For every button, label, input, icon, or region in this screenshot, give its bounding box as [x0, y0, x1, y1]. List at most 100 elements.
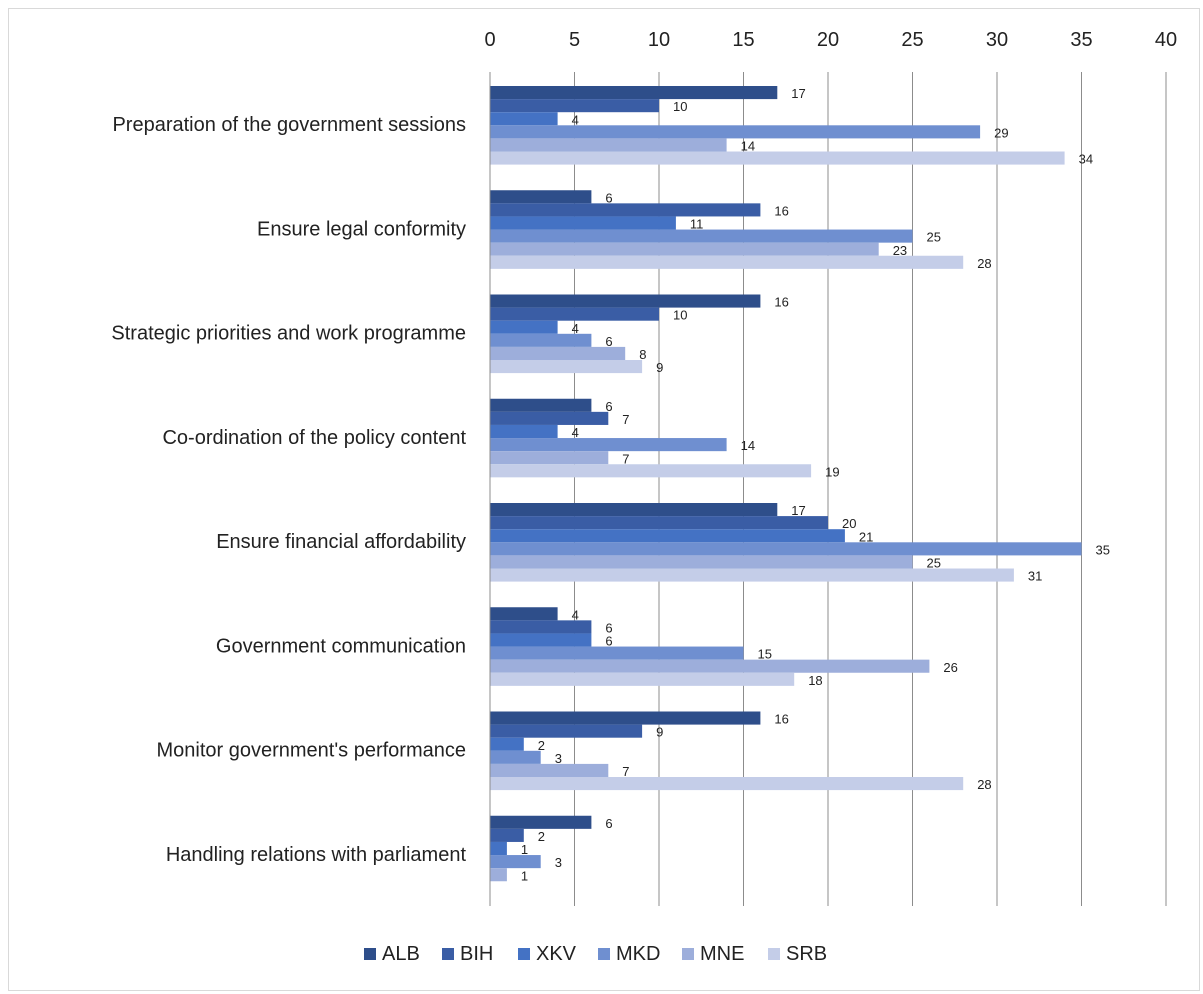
data-label: 21 — [859, 529, 873, 544]
bar — [490, 750, 541, 764]
bar — [490, 568, 1014, 582]
category-label: Monitor government's performance — [156, 740, 466, 762]
data-label: 2 — [538, 829, 545, 844]
bar — [490, 242, 879, 256]
bar — [490, 620, 592, 634]
legend-label: MKD — [616, 943, 660, 965]
bar — [490, 516, 828, 530]
bar — [490, 216, 676, 230]
legend-swatch — [768, 948, 780, 960]
legend-swatch — [442, 948, 454, 960]
category-label: Co-ordination of the policy content — [162, 427, 466, 449]
data-label: 35 — [1096, 542, 1110, 557]
data-label: 6 — [605, 620, 612, 635]
bar — [490, 398, 592, 412]
bar — [490, 333, 592, 347]
bar — [490, 138, 727, 152]
bar — [490, 346, 626, 360]
category-label: Government communication — [216, 635, 466, 657]
bar — [490, 555, 913, 569]
legend-label: XKV — [536, 943, 577, 965]
bar — [490, 828, 524, 842]
data-label: 17 — [791, 86, 805, 101]
legend-swatch — [682, 948, 694, 960]
data-label: 20 — [842, 516, 856, 531]
bar — [490, 203, 761, 217]
bar — [490, 464, 812, 478]
bar — [490, 724, 643, 738]
bar — [490, 737, 524, 751]
data-label: 1 — [521, 842, 528, 857]
legend-label: BIH — [460, 943, 493, 965]
data-label: 9 — [656, 725, 663, 740]
data-label: 16 — [774, 712, 788, 727]
bar — [490, 542, 1082, 556]
bar — [490, 777, 964, 791]
bar — [490, 99, 659, 113]
x-tick-label: 20 — [817, 29, 839, 51]
data-label: 31 — [1028, 569, 1042, 584]
bar — [490, 659, 930, 673]
bar — [490, 633, 592, 647]
x-tick-label: 10 — [648, 29, 670, 51]
data-label: 6 — [605, 634, 612, 649]
data-label: 19 — [825, 464, 839, 479]
x-tick-label: 0 — [484, 29, 495, 51]
bar — [490, 125, 981, 139]
category-label: Ensure legal conformity — [257, 218, 466, 240]
bar — [490, 868, 507, 882]
bar — [490, 151, 1065, 165]
legend-swatch — [598, 948, 610, 960]
data-label: 9 — [656, 360, 663, 375]
legend-label: ALB — [382, 943, 420, 965]
legend-label: MNE — [700, 943, 744, 965]
bar — [490, 855, 541, 869]
bar — [490, 255, 964, 269]
data-label: 23 — [893, 243, 907, 258]
bar — [490, 438, 727, 452]
bar — [490, 86, 778, 100]
legend-swatch — [518, 948, 530, 960]
x-tick-label: 15 — [732, 29, 754, 51]
data-label: 6 — [605, 816, 612, 831]
bar — [490, 815, 592, 829]
data-label: 14 — [741, 438, 755, 453]
bar — [490, 841, 507, 856]
bar — [490, 320, 558, 334]
bar — [490, 360, 643, 374]
data-label: 3 — [555, 855, 562, 870]
data-label: 4 — [572, 112, 579, 127]
bar — [490, 294, 761, 308]
data-label: 2 — [538, 738, 545, 753]
bar — [490, 411, 609, 425]
legend-label: SRB — [786, 943, 827, 965]
x-tick-label: 5 — [569, 29, 580, 51]
data-label: 4 — [572, 607, 579, 622]
data-label: 34 — [1079, 152, 1093, 167]
data-label: 6 — [605, 399, 612, 414]
category-label: Ensure financial affordability — [216, 531, 466, 553]
data-label: 26 — [943, 660, 957, 675]
x-tick-label: 40 — [1155, 29, 1177, 51]
bar — [490, 503, 778, 517]
data-label: 10 — [673, 308, 687, 323]
bar — [490, 763, 609, 777]
bar — [490, 529, 845, 543]
data-label: 6 — [605, 190, 612, 205]
bar — [490, 646, 744, 660]
data-label: 4 — [572, 425, 579, 440]
category-label: Handling relations with parliament — [166, 844, 467, 866]
x-tick-label: 35 — [1070, 29, 1092, 51]
data-label: 7 — [622, 412, 629, 427]
bar — [490, 190, 592, 204]
data-label: 1 — [521, 868, 528, 883]
data-label: 11 — [690, 217, 704, 232]
data-label: 7 — [622, 451, 629, 466]
data-label: 3 — [555, 751, 562, 766]
data-label: 8 — [639, 347, 646, 362]
data-label: 29 — [994, 125, 1008, 140]
legend-swatch — [364, 948, 376, 960]
data-label: 25 — [927, 556, 941, 571]
data-label: 7 — [622, 764, 629, 779]
